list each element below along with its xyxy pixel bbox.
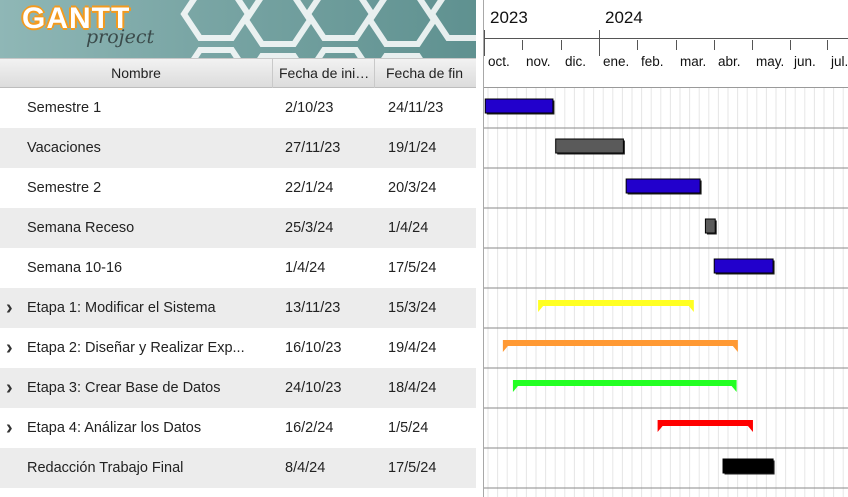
month-tick (561, 40, 562, 50)
column-header-start[interactable]: Fecha de ini… (273, 59, 375, 88)
task-start-date: 27/11/23 (285, 140, 341, 156)
task-end-date: 19/4/24 (388, 340, 437, 356)
timeline-month-label: nov. (526, 54, 551, 69)
task-start-date: 2/10/23 (285, 100, 334, 116)
table-row[interactable]: Redacción Trabajo Final 8/4/24 17/5/24 (0, 448, 476, 488)
task-name: Semestre 2 (27, 180, 102, 196)
task-name: Etapa 1: Modificar el Sistema (27, 300, 216, 316)
timeline-month-label: jun. (794, 54, 816, 69)
timeline-month-label: may. (756, 54, 785, 69)
summary-bar (657, 420, 753, 432)
task-name: Vacaciones (27, 140, 101, 156)
logo-gantt-text: GANTT (22, 2, 131, 35)
task-name: Semana 10-16 (27, 260, 123, 276)
table-row[interactable]: Vacaciones 27/11/23 19/1/24 (0, 128, 476, 168)
task-name: Semana Receso (27, 220, 135, 236)
column-header-end[interactable]: Fecha de fin (386, 65, 464, 81)
task-name: Etapa 4: Análizar los Datos (27, 420, 202, 436)
task-end-date: 19/1/24 (388, 140, 437, 156)
table-row[interactable]: Semana 10-16 1/4/24 17/5/24 (0, 248, 476, 288)
task-bar (555, 138, 624, 154)
task-bar (625, 178, 701, 194)
task-bar (704, 218, 716, 234)
expand-chevron-icon[interactable]: › (6, 377, 13, 399)
timeline-axis-line (484, 38, 848, 39)
column-header-name[interactable]: Nombre (0, 59, 273, 88)
task-name: Redacción Trabajo Final (27, 460, 184, 476)
timeline-month-label: mar. (680, 54, 707, 69)
timeline-month-label: feb. (641, 54, 664, 69)
ganttproject-logo: GANTT project (0, 0, 476, 58)
month-tick (752, 40, 753, 50)
table-row[interactable]: Semana Receso 25/3/24 1/4/24 (0, 208, 476, 248)
task-start-date: 22/1/24 (285, 180, 334, 196)
timeline-month-label: ene. (603, 54, 630, 69)
table-header: Nombre Fecha de ini… Fecha de fin (0, 58, 476, 88)
task-table-panel: GANTT project Nombre Fecha de ini… Fecha… (0, 0, 476, 488)
timeline-month-label: oct. (488, 54, 510, 69)
table-row[interactable]: › Etapa 2: Diseñar y Realizar Exp... 16/10… (0, 328, 476, 368)
gantt-chart-body (484, 88, 848, 497)
month-tick (599, 40, 600, 50)
month-tick (484, 40, 485, 50)
month-tick (676, 40, 677, 50)
task-end-date: 18/4/24 (388, 380, 437, 396)
task-start-date: 13/11/23 (285, 300, 341, 316)
task-bar (722, 458, 774, 474)
timeline-month-label: abr. (718, 54, 741, 69)
summary-bar (512, 380, 737, 392)
task-end-date: 17/5/24 (388, 260, 437, 276)
task-name: Etapa 3: Crear Base de Datos (27, 380, 221, 396)
hexagon-pattern (180, 0, 476, 58)
gantt-chart-svg (484, 88, 848, 497)
task-end-date: 24/11/23 (388, 100, 444, 116)
task-name: Etapa 2: Diseñar y Realizar Exp... (27, 340, 245, 356)
task-name: Semestre 1 (27, 100, 102, 116)
gantt-chart-panel: 2023 2024 oct. nov. dic. ene. feb. mar. abr. may.… (484, 0, 848, 497)
panel-splitter[interactable] (476, 0, 484, 497)
table-row[interactable]: Semestre 1 2/10/23 24/11/23 (0, 88, 476, 128)
timeline-year-label: 2024 (605, 8, 643, 27)
summary-bar (538, 300, 694, 312)
summary-bar (502, 340, 738, 352)
task-bar (713, 258, 774, 274)
expand-chevron-icon[interactable]: › (6, 417, 13, 439)
table-row[interactable]: › Etapa 3: Crear Base de Datos 24/10/23 18/… (0, 368, 476, 408)
timeline-header: 2023 2024 oct. nov. dic. ene. feb. mar. abr. may.… (484, 0, 848, 88)
month-tick (790, 40, 791, 50)
task-start-date: 1/4/24 (285, 260, 326, 276)
expand-chevron-icon[interactable]: › (6, 297, 13, 319)
task-start-date: 8/4/24 (285, 460, 326, 476)
task-start-date: 25/3/24 (285, 220, 334, 236)
task-start-date: 16/2/24 (285, 420, 334, 436)
month-tick (714, 40, 715, 50)
logo-project-text: project (86, 26, 155, 48)
table-row[interactable]: Semestre 2 22/1/24 20/3/24 (0, 168, 476, 208)
task-bar (484, 98, 554, 114)
task-start-date: 16/10/23 (285, 340, 342, 356)
task-start-date: 24/10/23 (285, 380, 342, 396)
expand-chevron-icon[interactable]: › (6, 337, 13, 359)
month-tick (637, 40, 638, 50)
timeline-month-label: jul. (831, 54, 848, 69)
table-row[interactable]: › Etapa 1: Modificar el Sistema 13/11/23 15… (0, 288, 476, 328)
table-row[interactable]: › Etapa 4: Análizar los Datos 16/2/24 1/5/2… (0, 408, 476, 448)
task-end-date: 15/3/24 (388, 300, 437, 316)
task-end-date: 1/4/24 (388, 220, 429, 236)
timeline-month-label: dic. (565, 54, 587, 69)
timeline-year-label: 2023 (490, 8, 528, 27)
task-end-date: 1/5/24 (388, 420, 429, 436)
month-tick (827, 40, 828, 50)
month-tick (522, 40, 523, 50)
task-end-date: 17/5/24 (388, 460, 437, 476)
task-end-date: 20/3/24 (388, 180, 437, 196)
